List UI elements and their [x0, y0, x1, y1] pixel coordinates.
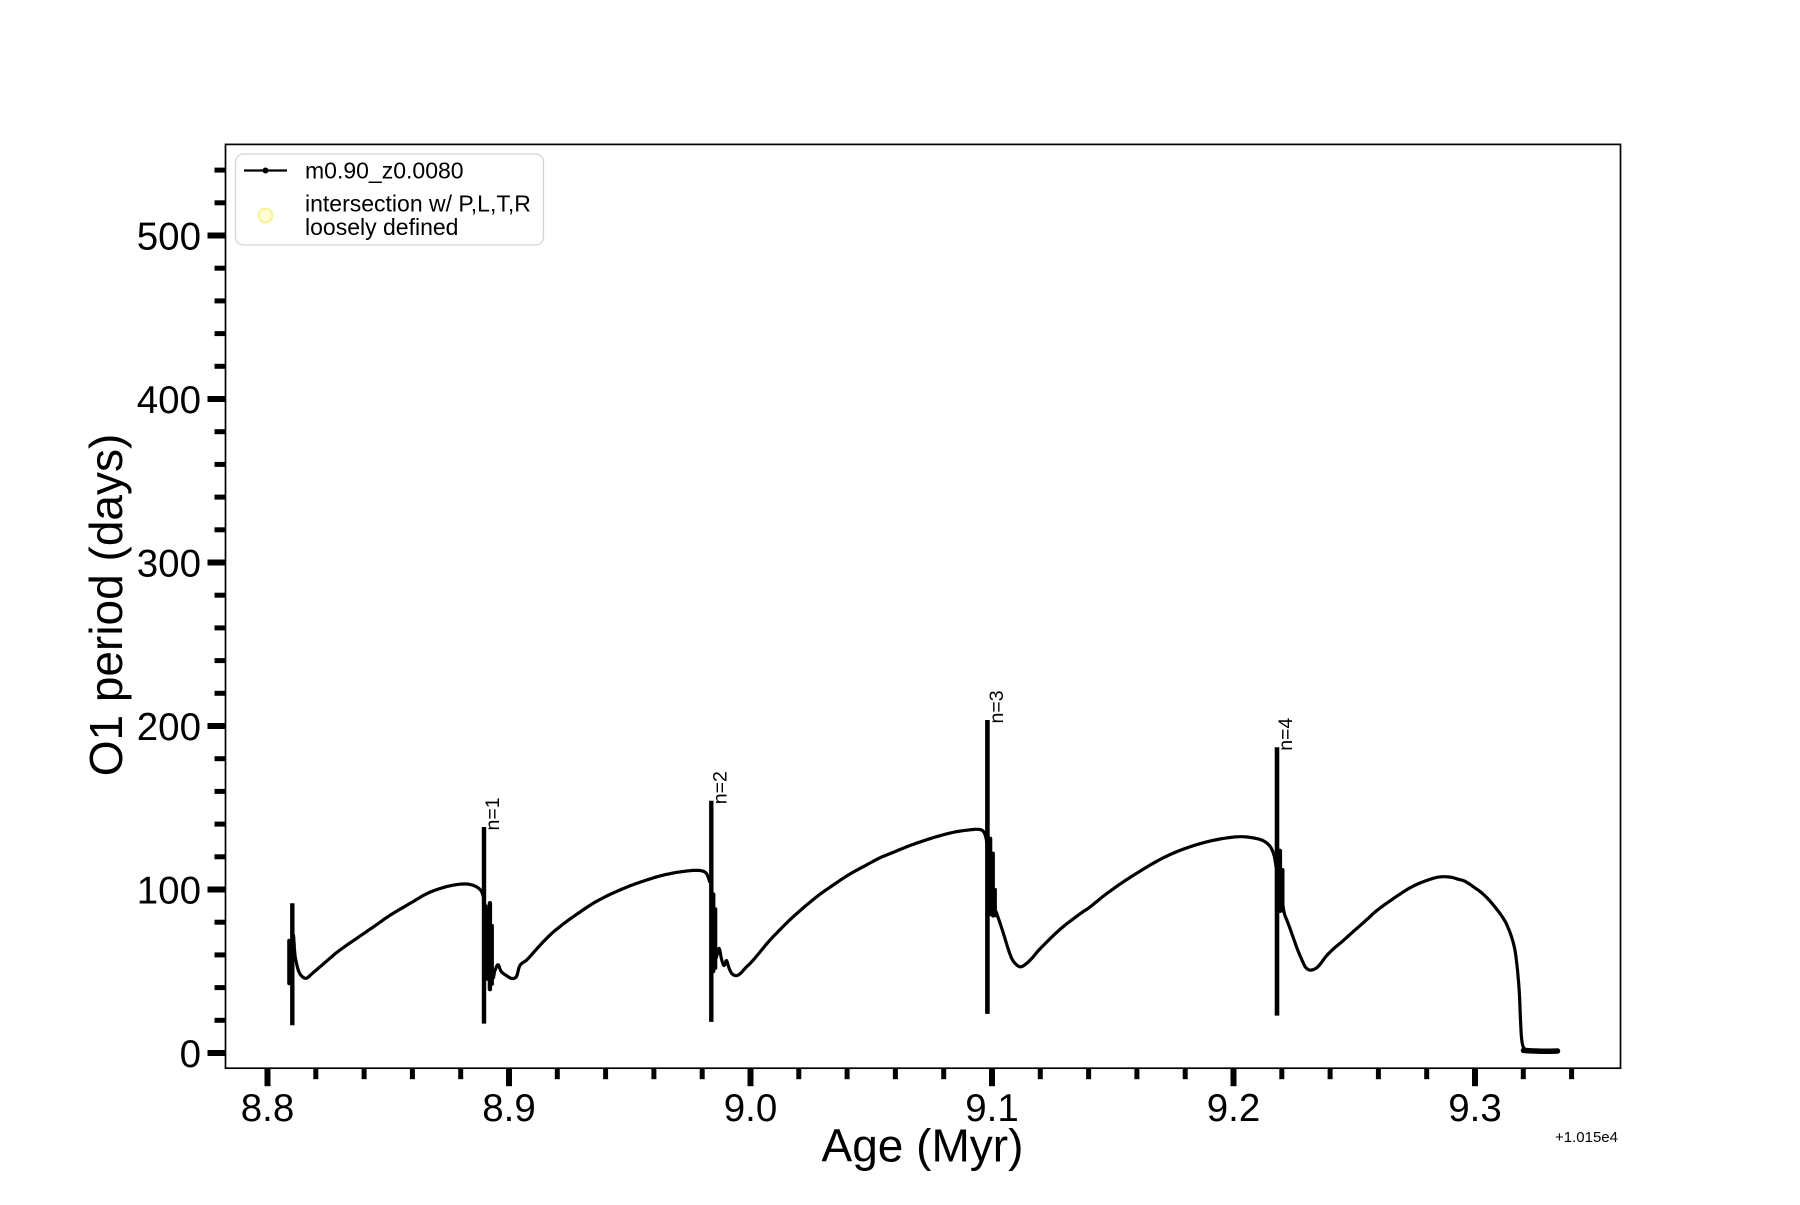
svg-text:0: 0: [180, 1033, 201, 1076]
svg-text:8.9: 8.9: [482, 1087, 536, 1130]
svg-text:n=4: n=4: [1275, 718, 1297, 751]
svg-text:9.2: 9.2: [1207, 1087, 1261, 1130]
svg-text:500: 500: [137, 216, 201, 259]
svg-text:+1.015e4: +1.015e4: [1555, 1129, 1618, 1146]
svg-text:9.1: 9.1: [965, 1087, 1019, 1130]
svg-text:100: 100: [137, 870, 201, 913]
svg-text:n=2: n=2: [709, 771, 731, 804]
svg-text:m0.90_z0.0080: m0.90_z0.0080: [305, 158, 464, 184]
svg-text:O1 period (days): O1 period (days): [80, 434, 132, 777]
svg-text:8.8: 8.8: [241, 1087, 295, 1130]
svg-text:loosely defined: loosely defined: [305, 214, 458, 240]
svg-text:200: 200: [137, 706, 201, 749]
svg-text:300: 300: [137, 543, 201, 586]
svg-text:9.3: 9.3: [1448, 1087, 1502, 1130]
svg-text:n=3: n=3: [986, 690, 1008, 723]
svg-text:400: 400: [137, 379, 201, 422]
svg-text:Age (Myr): Age (Myr): [822, 1120, 1024, 1172]
svg-text:9.0: 9.0: [724, 1087, 778, 1130]
svg-text:n=1: n=1: [482, 797, 504, 830]
svg-text:intersection w/ P,L,T,R: intersection w/ P,L,T,R: [305, 191, 531, 217]
